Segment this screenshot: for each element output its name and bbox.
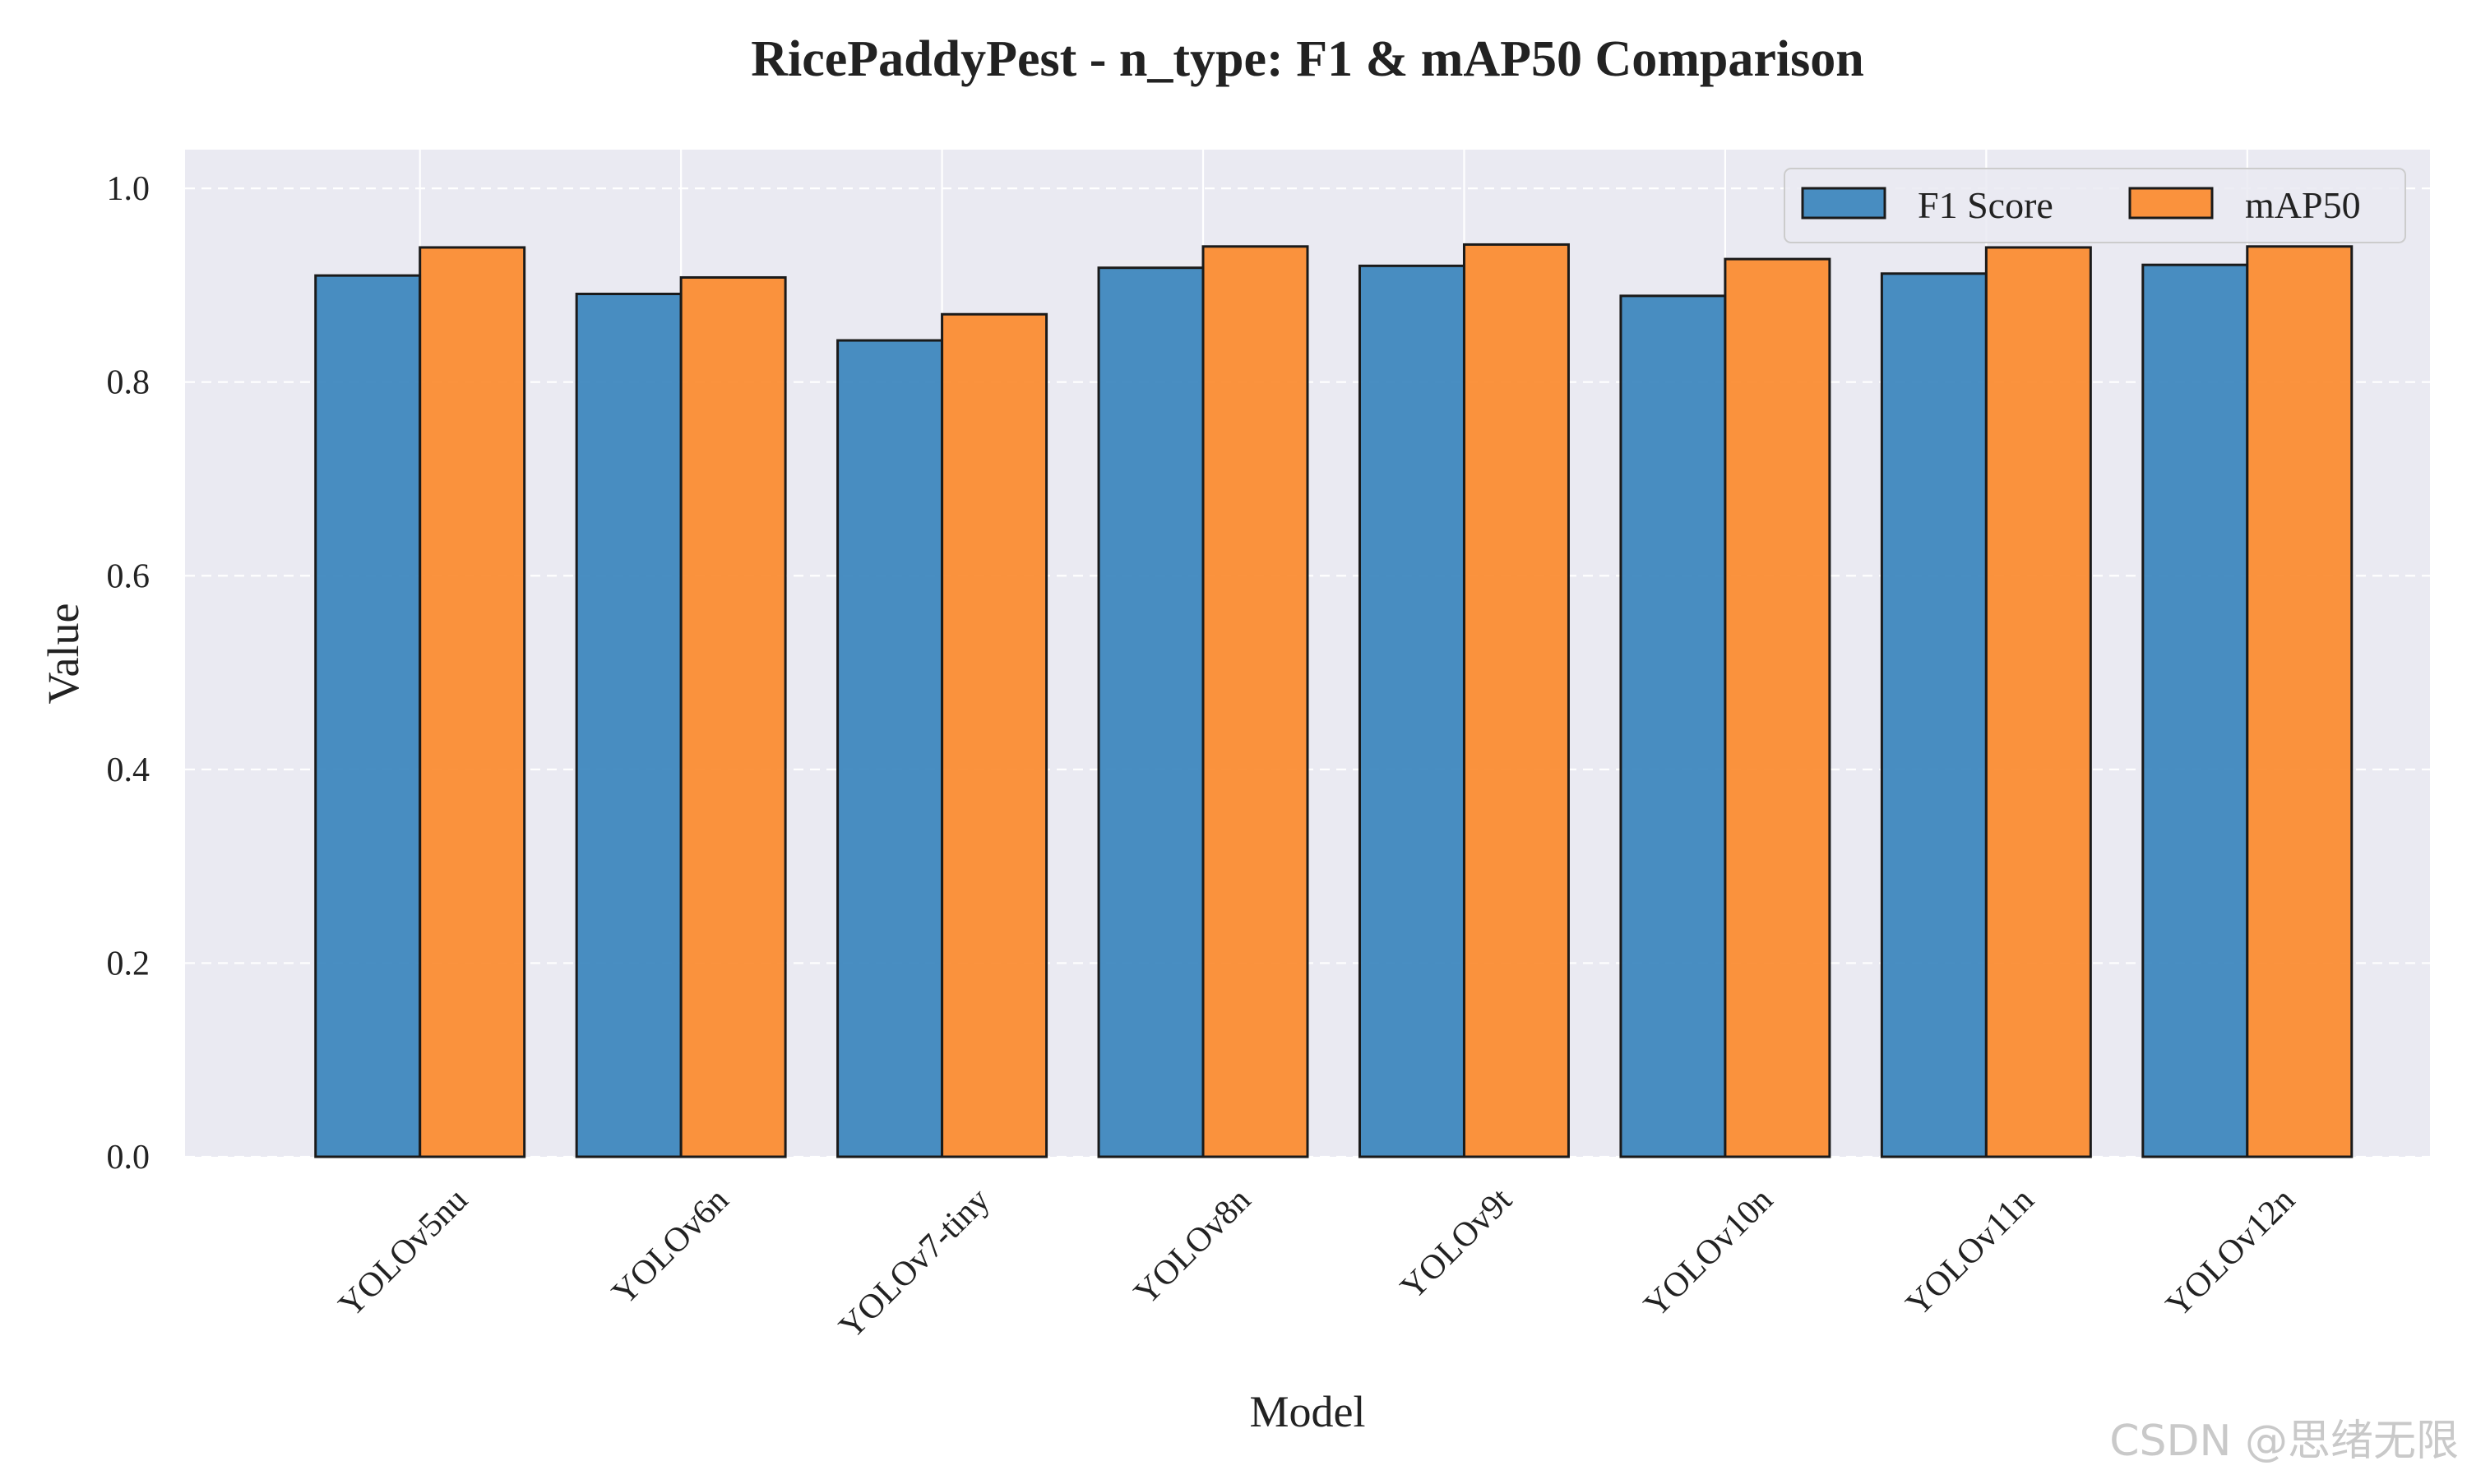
y-axis-label: Value [39, 603, 88, 705]
bar-f1-score-yolov6n [575, 293, 683, 1158]
y-tick-label: 0.0 [107, 1139, 150, 1177]
x-tick-label: YOLOv7-tiny [832, 1181, 997, 1347]
bar-f1-score-yolov5nu [314, 274, 422, 1158]
x-tick-label: YOLOv8n [1127, 1181, 1259, 1313]
legend-label: F1 Score [1918, 184, 2053, 226]
y-tick-label: 0.8 [107, 364, 150, 402]
legend-box [1784, 168, 2406, 243]
x-tick-label: YOLOv11n [1899, 1181, 2041, 1324]
bar-f1-score-yolov12n [2141, 263, 2249, 1158]
bar-map50-yolov5nu [419, 246, 526, 1158]
bars [314, 243, 2354, 1158]
legend-swatch [1801, 187, 1886, 220]
bar-map50-yolov7-tiny [941, 312, 1048, 1158]
x-tick-label: YOLOv6n [605, 1181, 737, 1313]
bar-map50-yolov10n [1724, 257, 1831, 1158]
x-axis-ticks: YOLOv5nu YOLOv6n YOLOv7-tiny YOLOv8n YOLOv9t… [331, 1181, 2303, 1346]
bar-f1-score-yolov11n [1880, 272, 1988, 1158]
watermark-text: CSDN @思绪无限 [2109, 1417, 2459, 1466]
bar-f1-score-yolov7-tiny [836, 339, 944, 1158]
x-tick-label: YOLOv10n [1637, 1181, 1780, 1325]
bar-f1-score-yolov9t [1358, 264, 1465, 1158]
y-tick-label: 0.2 [107, 945, 150, 982]
x-tick-label: YOLOv12n [2159, 1181, 2302, 1325]
y-tick-label: 1.0 [107, 170, 150, 208]
bar-map50-yolov12n [2246, 245, 2354, 1158]
y-tick-label: 0.6 [107, 557, 150, 595]
bar-f1-score-yolov10n [1619, 294, 1727, 1158]
bar-map50-yolov11n [1984, 246, 2092, 1158]
bar-f1-score-yolov8n [1097, 266, 1205, 1158]
legend: F1 Score mAP50 [1784, 168, 2406, 243]
y-tick-label: 0.4 [107, 751, 150, 789]
legend-swatch [2128, 187, 2214, 220]
bar-map50-yolov8n [1201, 245, 1309, 1158]
legend-label: mAP50 [2245, 184, 2361, 226]
x-tick-label: YOLOv9t [1394, 1181, 1520, 1306]
x-axis-label: Model [1250, 1387, 1366, 1436]
bar-map50-yolov9t [1462, 243, 1570, 1158]
x-tick-label: YOLOv5nu [331, 1181, 474, 1325]
chart-title: RicePaddyPest - n_type: F1 & mAP50 Compa… [751, 31, 1864, 87]
y-axis-ticks: 0.0 0.2 0.4 0.6 0.8 1.0 [107, 170, 150, 1177]
bar-map50-yolov6n [679, 275, 787, 1158]
